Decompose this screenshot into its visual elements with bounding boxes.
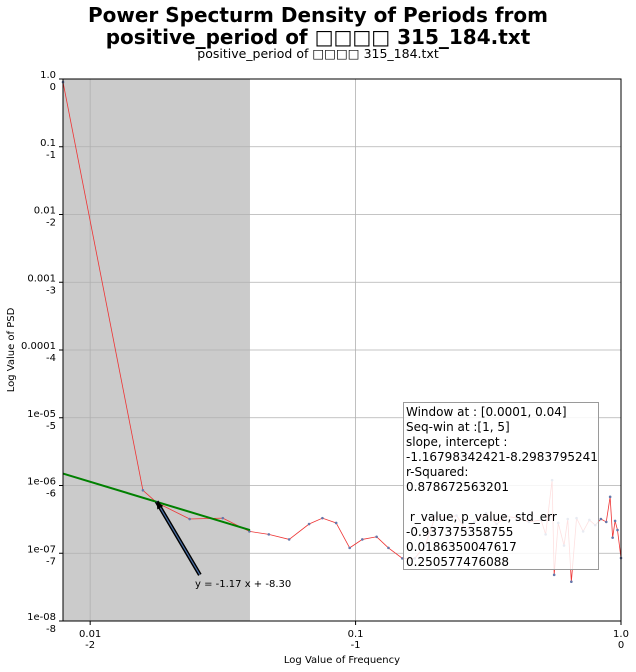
regression-annotation: y = -1.17 x + -8.30 xyxy=(195,579,292,590)
psd-point xyxy=(141,488,145,492)
y-tick-sublabel: -2 xyxy=(46,218,56,229)
y-tick-sublabel: -3 xyxy=(46,285,56,296)
psd-point xyxy=(608,495,612,499)
psd-point xyxy=(307,522,311,526)
psd-point xyxy=(221,516,225,520)
stats-text-box: Window at : [0.0001, 0.04] Seq-win at :[… xyxy=(403,402,599,570)
y-tick-label: 1e-08 xyxy=(27,612,56,623)
y-tick-sublabel: -8 xyxy=(46,624,56,635)
x-tick-sublabel: 0 xyxy=(618,640,624,651)
x-axis-label: Log Value of Frequency xyxy=(284,655,400,666)
chart-title-line2: positive_period of □□□□ 315_184.txt xyxy=(105,25,531,49)
psd-point xyxy=(613,519,617,523)
y-axis-label: Log Value of PSD xyxy=(6,307,17,392)
psd-point xyxy=(604,520,608,524)
psd-point xyxy=(267,533,271,536)
y-tick-label: 0.0001 xyxy=(21,341,56,352)
x-tick-sublabel: -1 xyxy=(351,640,361,651)
psd-point xyxy=(361,538,364,541)
chart-title-line1: Power Specturm Density of Periods from xyxy=(87,3,548,27)
psd-point xyxy=(334,521,338,525)
chart-subtitle: positive_period of □□□□ 315_184.txt xyxy=(197,46,439,61)
y-tick-label: 0.1 xyxy=(40,138,56,149)
psd-point xyxy=(248,530,251,533)
y-tick-sublabel: 0 xyxy=(50,82,56,93)
psd-point xyxy=(616,528,619,532)
y-tick-label: 1e-06 xyxy=(27,477,56,488)
y-tick-sublabel: -6 xyxy=(46,489,56,500)
x-tick-label: 0.01 xyxy=(79,629,101,640)
x-tick-sublabel: -2 xyxy=(85,640,95,651)
y-tick-label: 0.001 xyxy=(27,273,56,284)
x-tick-label: 1.0 xyxy=(613,629,629,640)
y-tick-label: 1e-05 xyxy=(27,409,56,420)
y-tick-label: 1e-07 xyxy=(27,544,56,555)
psd-point xyxy=(387,546,390,550)
y-tick-sublabel: -1 xyxy=(46,150,56,161)
y-tick-sublabel: -7 xyxy=(46,556,56,567)
psd-point xyxy=(570,580,573,584)
y-tick-label: 1.0 xyxy=(40,70,56,81)
annotation-arrow-head xyxy=(156,501,164,510)
psd-point xyxy=(321,516,324,520)
psd-point xyxy=(599,517,603,521)
psd-point xyxy=(552,573,556,577)
x-tick-label: 0.1 xyxy=(348,629,364,640)
psd-point xyxy=(188,517,191,521)
psd-point xyxy=(375,535,378,539)
y-tick-sublabel: -5 xyxy=(46,421,56,432)
psd-point xyxy=(401,557,404,560)
y-tick-label: 0.01 xyxy=(34,206,56,217)
psd-point xyxy=(287,538,291,541)
psd-point xyxy=(611,536,614,539)
y-tick-sublabel: -4 xyxy=(46,353,56,364)
annotation-arrow-highlight xyxy=(156,501,201,576)
psd-point xyxy=(348,546,351,550)
